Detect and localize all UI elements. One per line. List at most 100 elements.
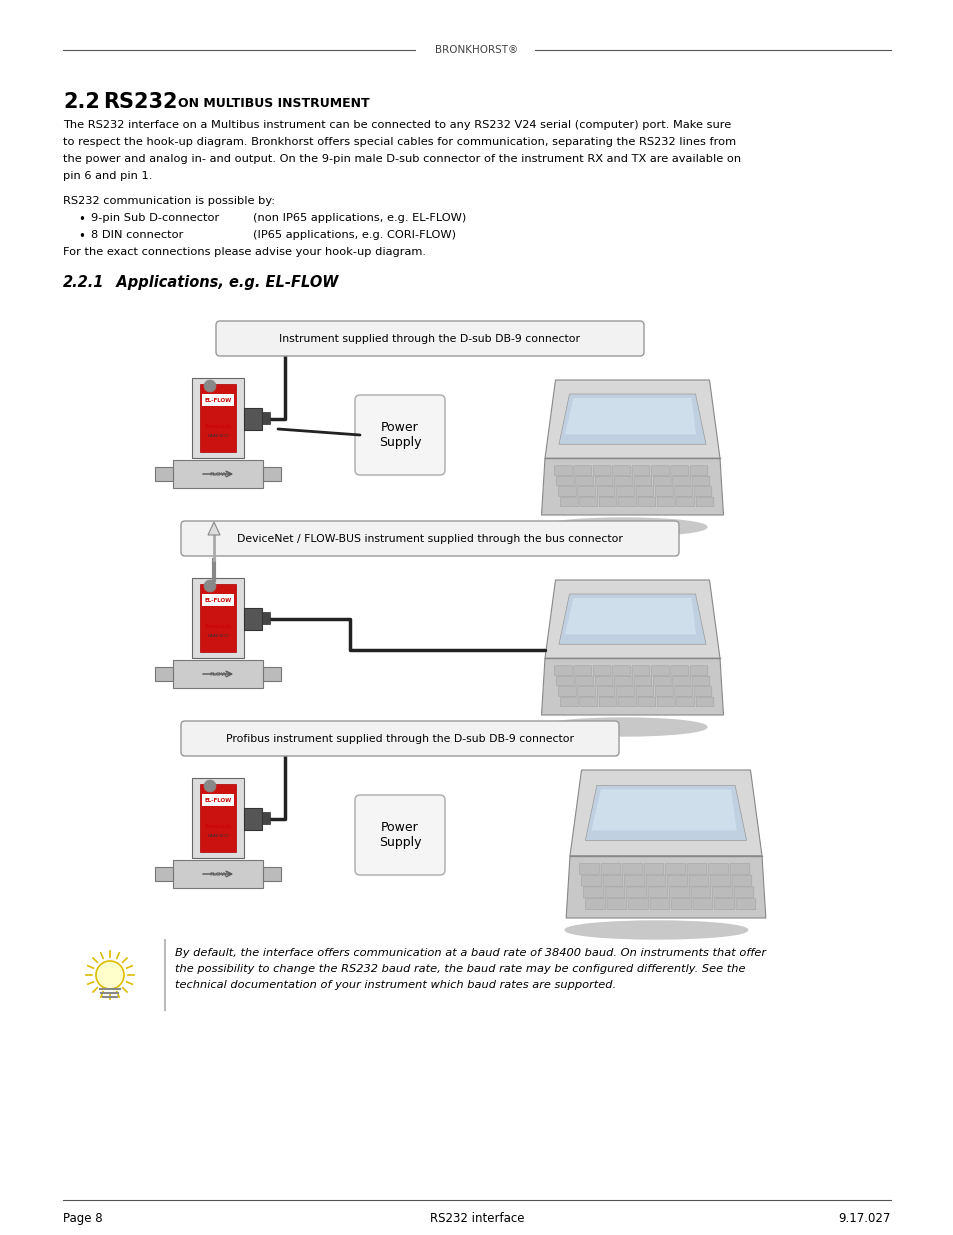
FancyBboxPatch shape bbox=[556, 677, 574, 685]
FancyBboxPatch shape bbox=[598, 697, 617, 706]
FancyBboxPatch shape bbox=[674, 687, 692, 697]
FancyBboxPatch shape bbox=[595, 477, 613, 485]
FancyBboxPatch shape bbox=[655, 687, 673, 697]
FancyBboxPatch shape bbox=[560, 697, 578, 706]
Text: 9.17.027: 9.17.027 bbox=[838, 1212, 890, 1225]
FancyBboxPatch shape bbox=[172, 459, 263, 488]
FancyBboxPatch shape bbox=[676, 697, 694, 706]
FancyBboxPatch shape bbox=[604, 887, 624, 898]
Text: Bronkhorst: Bronkhorst bbox=[204, 824, 232, 829]
FancyBboxPatch shape bbox=[691, 677, 709, 685]
FancyBboxPatch shape bbox=[657, 496, 675, 506]
FancyBboxPatch shape bbox=[616, 487, 634, 496]
FancyBboxPatch shape bbox=[172, 860, 263, 888]
Text: Power
Supply: Power Supply bbox=[378, 821, 421, 848]
Ellipse shape bbox=[564, 921, 747, 939]
Text: EL-FLOW: EL-FLOW bbox=[204, 598, 232, 603]
FancyBboxPatch shape bbox=[634, 677, 651, 685]
FancyBboxPatch shape bbox=[355, 395, 444, 475]
FancyBboxPatch shape bbox=[645, 876, 665, 887]
FancyBboxPatch shape bbox=[670, 466, 688, 475]
FancyBboxPatch shape bbox=[181, 521, 679, 556]
FancyBboxPatch shape bbox=[574, 666, 591, 676]
Text: FLOW: FLOW bbox=[209, 672, 227, 677]
Polygon shape bbox=[564, 598, 696, 635]
FancyBboxPatch shape bbox=[576, 477, 593, 485]
Text: to respect the hook-up diagram. Bronkhorst offers special cables for communicati: to respect the hook-up diagram. Bronkhor… bbox=[63, 137, 736, 147]
FancyBboxPatch shape bbox=[665, 863, 684, 874]
Text: the power and analog in- and output. On the 9-pin male D-sub connector of the in: the power and analog in- and output. On … bbox=[63, 154, 740, 164]
FancyBboxPatch shape bbox=[560, 496, 578, 506]
FancyBboxPatch shape bbox=[263, 867, 281, 881]
FancyBboxPatch shape bbox=[708, 863, 727, 874]
Text: pin 6 and pin 1.: pin 6 and pin 1. bbox=[63, 170, 152, 182]
FancyBboxPatch shape bbox=[612, 466, 630, 475]
FancyBboxPatch shape bbox=[578, 687, 595, 697]
FancyBboxPatch shape bbox=[735, 899, 755, 910]
FancyBboxPatch shape bbox=[598, 496, 617, 506]
Text: Instrument supplied through the D-sub DB-9 connector: Instrument supplied through the D-sub DB… bbox=[279, 333, 579, 343]
FancyBboxPatch shape bbox=[172, 659, 263, 688]
FancyBboxPatch shape bbox=[667, 876, 687, 887]
FancyBboxPatch shape bbox=[192, 378, 244, 458]
FancyBboxPatch shape bbox=[181, 721, 618, 756]
FancyBboxPatch shape bbox=[579, 697, 597, 706]
Text: 2.2.1: 2.2.1 bbox=[63, 275, 104, 290]
FancyBboxPatch shape bbox=[355, 795, 444, 876]
FancyBboxPatch shape bbox=[595, 677, 613, 685]
FancyBboxPatch shape bbox=[554, 666, 572, 676]
FancyBboxPatch shape bbox=[636, 487, 653, 496]
Text: Applications, e.g. EL-FLOW: Applications, e.g. EL-FLOW bbox=[101, 275, 338, 290]
FancyBboxPatch shape bbox=[554, 466, 572, 475]
Text: 9-pin Sub D-connector: 9-pin Sub D-connector bbox=[91, 212, 219, 224]
FancyBboxPatch shape bbox=[714, 899, 734, 910]
Circle shape bbox=[204, 580, 215, 592]
FancyBboxPatch shape bbox=[672, 677, 690, 685]
Text: FLOW: FLOW bbox=[209, 872, 227, 877]
FancyBboxPatch shape bbox=[202, 794, 233, 806]
Circle shape bbox=[96, 961, 124, 989]
FancyBboxPatch shape bbox=[643, 863, 663, 874]
FancyBboxPatch shape bbox=[647, 887, 667, 898]
Text: Bronkhorst: Bronkhorst bbox=[204, 424, 232, 429]
Text: Profibus instrument supplied through the D-sub DB-9 connector: Profibus instrument supplied through the… bbox=[226, 734, 574, 743]
Circle shape bbox=[204, 781, 215, 792]
FancyBboxPatch shape bbox=[576, 677, 593, 685]
FancyBboxPatch shape bbox=[200, 384, 235, 452]
Text: For the exact connections please advise your hook-up diagram.: For the exact connections please advise … bbox=[63, 247, 426, 257]
Text: By default, the interface offers communication at a baud rate of 38400 baud. On : By default, the interface offers communi… bbox=[174, 948, 765, 958]
FancyBboxPatch shape bbox=[244, 808, 262, 830]
FancyBboxPatch shape bbox=[729, 863, 749, 874]
FancyBboxPatch shape bbox=[244, 408, 262, 430]
Text: RS232: RS232 bbox=[103, 91, 177, 112]
FancyBboxPatch shape bbox=[674, 487, 692, 496]
FancyBboxPatch shape bbox=[593, 466, 610, 475]
FancyBboxPatch shape bbox=[583, 887, 602, 898]
FancyBboxPatch shape bbox=[263, 467, 281, 480]
FancyBboxPatch shape bbox=[602, 876, 622, 887]
Polygon shape bbox=[541, 658, 722, 715]
FancyBboxPatch shape bbox=[649, 899, 669, 910]
FancyBboxPatch shape bbox=[672, 477, 690, 485]
Text: BRONKHORST®: BRONKHORST® bbox=[435, 44, 518, 56]
FancyBboxPatch shape bbox=[653, 677, 670, 685]
FancyBboxPatch shape bbox=[200, 784, 235, 852]
FancyBboxPatch shape bbox=[622, 863, 641, 874]
Text: 2.2: 2.2 bbox=[63, 91, 100, 112]
FancyBboxPatch shape bbox=[638, 496, 655, 506]
FancyBboxPatch shape bbox=[614, 677, 632, 685]
FancyBboxPatch shape bbox=[593, 666, 610, 676]
Polygon shape bbox=[569, 769, 761, 856]
FancyBboxPatch shape bbox=[688, 876, 708, 887]
FancyBboxPatch shape bbox=[262, 811, 270, 824]
FancyBboxPatch shape bbox=[215, 321, 643, 356]
FancyBboxPatch shape bbox=[581, 876, 600, 887]
FancyBboxPatch shape bbox=[618, 697, 636, 706]
FancyBboxPatch shape bbox=[262, 613, 270, 624]
FancyBboxPatch shape bbox=[263, 667, 281, 680]
FancyBboxPatch shape bbox=[154, 467, 172, 480]
FancyBboxPatch shape bbox=[579, 496, 597, 506]
FancyBboxPatch shape bbox=[574, 466, 591, 475]
FancyBboxPatch shape bbox=[670, 666, 688, 676]
FancyBboxPatch shape bbox=[638, 697, 655, 706]
